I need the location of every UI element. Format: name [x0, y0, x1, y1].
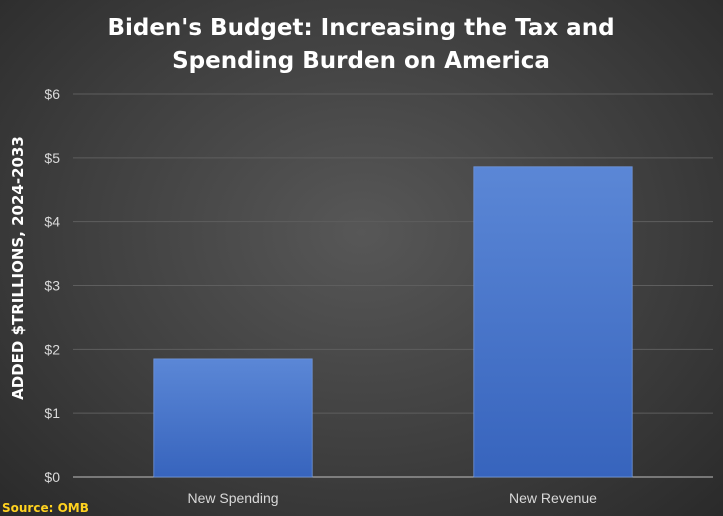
x-tick-labels: New Spending New Revenue	[187, 490, 597, 506]
y-tick-label: $6	[44, 86, 60, 102]
chart-title-line-2: Spending Burden on America	[172, 48, 550, 74]
y-tick-label: $5	[44, 150, 60, 166]
y-tick-label: $0	[44, 469, 60, 485]
y-tick-label: $1	[44, 405, 60, 421]
bar-new-spending	[153, 358, 313, 478]
x-tick-label: New Revenue	[509, 490, 597, 506]
y-axis-label: ADDED $TRILLIONS, 2024-2033	[9, 136, 27, 400]
x-tick-label: New Spending	[187, 490, 278, 506]
y-tick-label: $4	[44, 214, 60, 230]
bars	[153, 166, 633, 478]
source-note: Source: OMB	[2, 501, 89, 515]
y-tick-labels: $0 $1 $2 $3 $4 $5 $6	[44, 86, 60, 485]
chart-title-line-1: Biden's Budget: Increasing the Tax and	[107, 15, 614, 41]
y-tick-label: $3	[44, 278, 60, 294]
bar-new-revenue	[473, 166, 633, 478]
y-tick-label: $2	[44, 341, 60, 357]
